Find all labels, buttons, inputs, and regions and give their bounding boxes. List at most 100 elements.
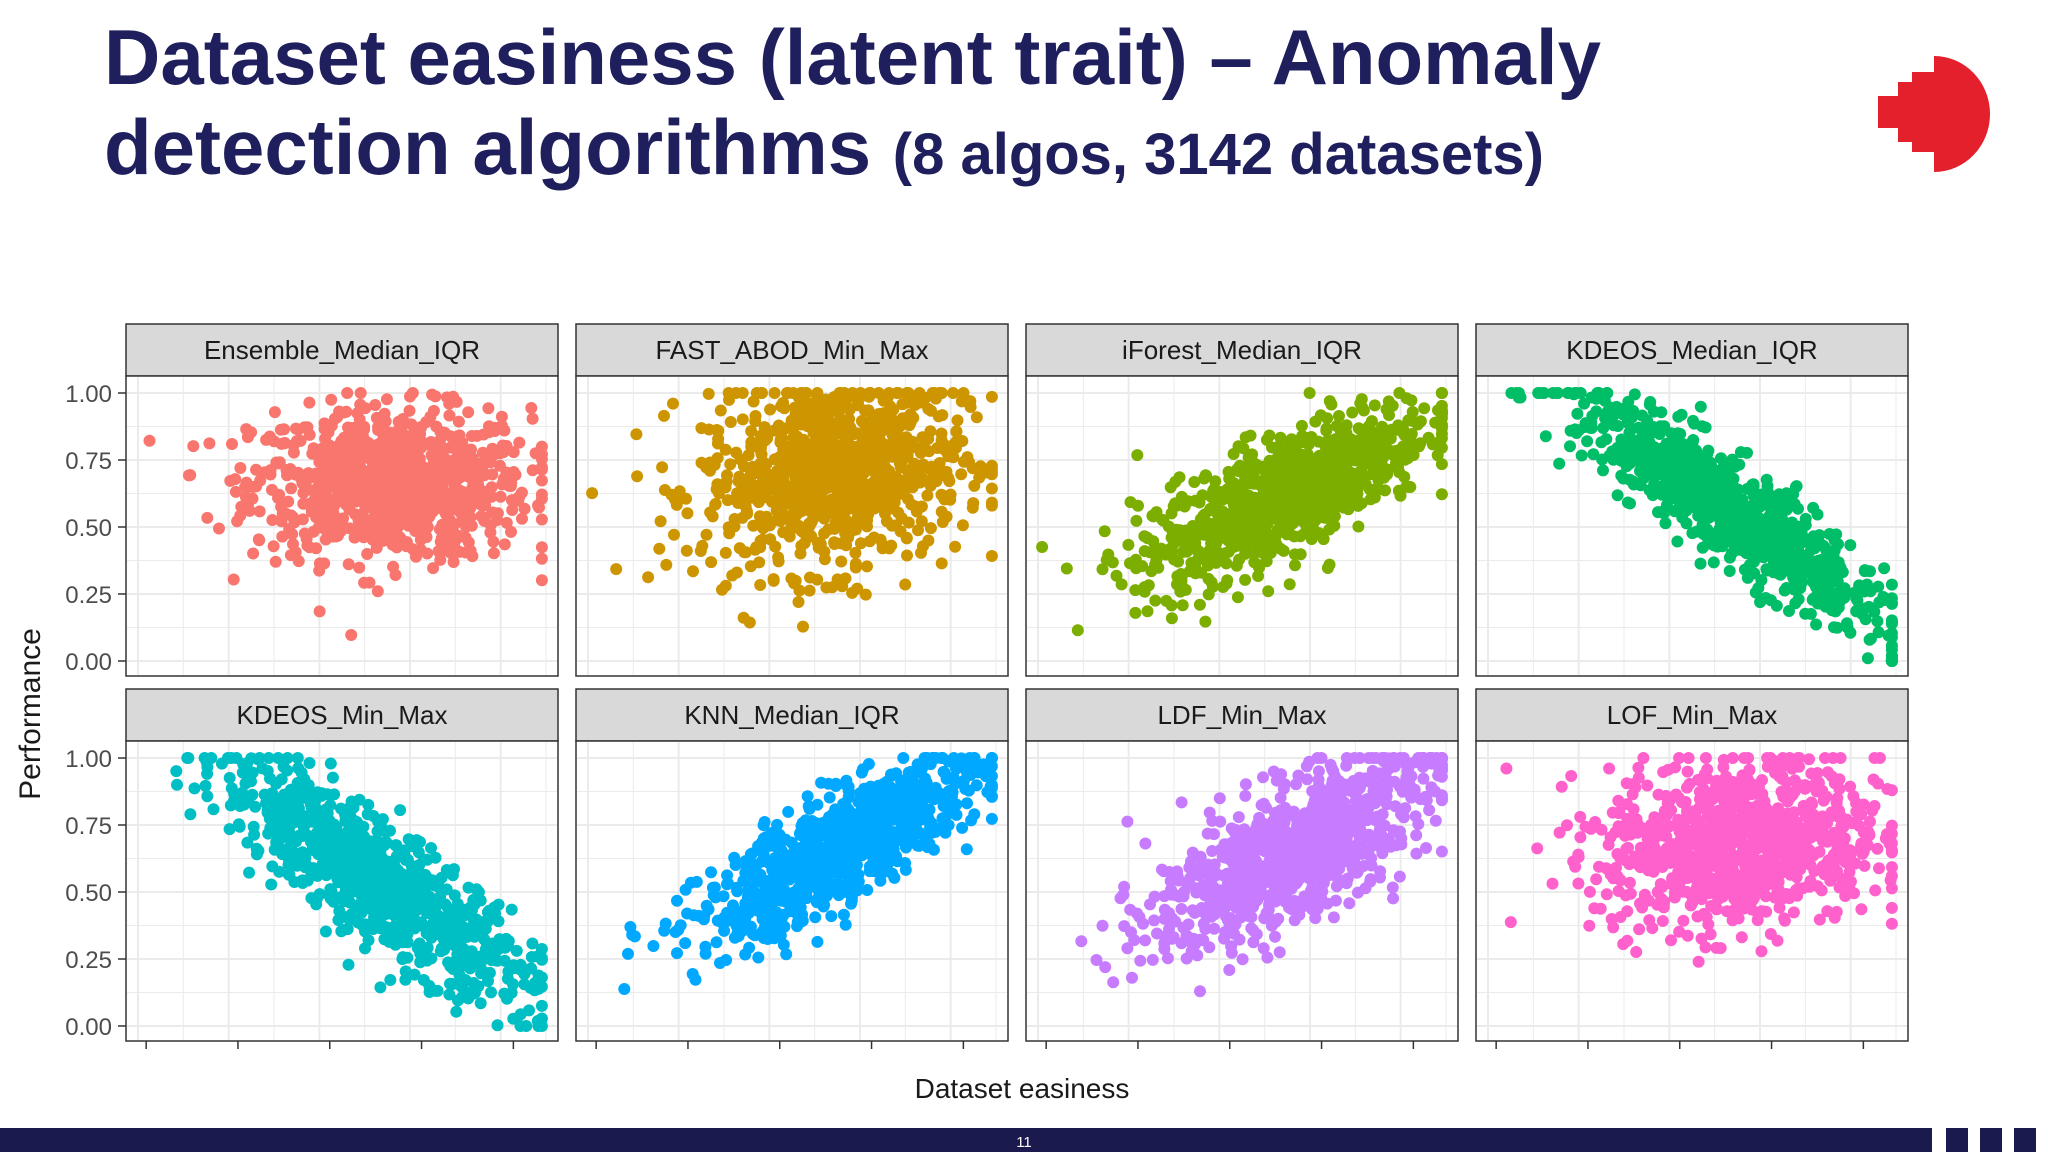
data-point [880,450,893,462]
data-point [1778,534,1791,547]
data-point [520,1020,533,1032]
data-point [774,454,787,467]
data-point [358,420,371,433]
data-point [349,815,362,828]
data-point [856,498,869,510]
data-point [1130,514,1143,527]
data-point [303,396,316,409]
data-point [837,510,849,523]
data-point [720,475,733,488]
data-point [1628,388,1641,401]
data-point [184,808,197,821]
data-point [846,586,859,599]
data-point [899,578,912,591]
data-point [354,387,367,399]
data-point [876,542,889,555]
data-point [1188,476,1201,488]
data-point [429,390,442,403]
data-point [349,471,362,483]
data-point [1165,612,1178,625]
data-point [413,452,426,465]
data-point [424,410,437,423]
data-point [402,833,415,846]
data-point [422,465,435,478]
data-point [706,510,719,523]
data-point [721,494,734,507]
y-tick-label: 0.25 [65,947,112,974]
data-point [746,460,759,473]
data-point [369,523,382,536]
data-point [1711,466,1724,479]
data-point [171,778,183,791]
data-point [359,883,372,896]
data-point [844,492,857,505]
data-point [911,501,924,514]
data-point [415,918,428,931]
data-point [302,779,315,792]
data-point [1885,653,1898,666]
data-point [1838,591,1851,604]
data-point [873,441,886,454]
data-point [1272,450,1285,463]
data-point [384,824,396,837]
data-point [1132,499,1144,512]
data-point [337,924,349,936]
data-point [805,530,818,543]
data-point [948,438,961,451]
data-point [870,432,883,445]
data-point [890,387,903,399]
data-point [367,448,380,460]
data-point [1349,494,1362,507]
data-point [1780,487,1793,500]
data-point [1804,607,1817,620]
data-point [828,538,841,550]
data-point [378,526,391,539]
data-point [944,488,957,501]
data-point [1696,519,1709,532]
data-point [792,596,805,608]
data-point [1878,562,1891,575]
data-point [447,963,460,975]
data-point [1295,436,1308,449]
data-point [1708,528,1721,541]
data-point [241,757,254,770]
data-point [1844,626,1857,639]
data-point [293,809,306,822]
data-point [434,425,447,438]
data-point [835,577,848,590]
data-point [1574,387,1587,399]
data-point [1400,392,1413,405]
data-point [454,486,467,499]
data-point [397,871,409,884]
data-point [1604,401,1617,414]
data-point [411,520,424,533]
data-point [949,540,962,553]
data-point [1597,464,1609,477]
data-point [498,954,511,967]
data-point [315,843,328,856]
data-point [861,560,873,573]
data-point [532,982,545,995]
data-point [799,441,811,454]
data-point [348,531,361,544]
data-point [475,967,488,980]
data-point [243,866,256,879]
data-point [630,428,643,441]
data-point [201,790,214,803]
data-point [804,571,816,584]
data-point [203,437,216,450]
data-point [427,562,440,575]
data-point [507,1012,520,1025]
y-tick-label: 0.75 [65,813,112,840]
data-point [695,456,708,469]
data-point [502,965,515,978]
data-point [398,494,411,506]
data-point [1748,512,1761,525]
data-point [755,441,767,454]
data-point [1346,467,1359,480]
data-point [1783,605,1795,617]
data-point [656,461,669,474]
data-point [443,409,456,422]
data-point [356,904,369,917]
data-point [771,474,784,487]
